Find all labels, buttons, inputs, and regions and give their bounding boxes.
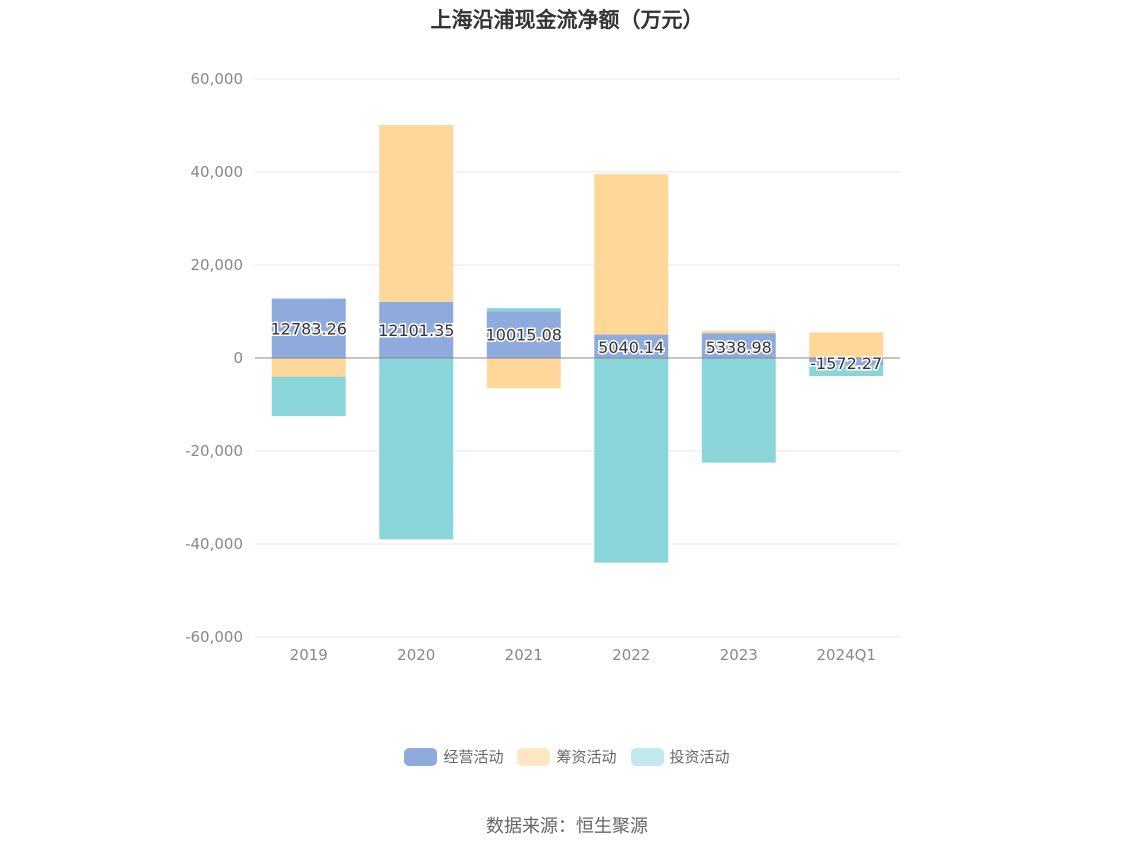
bar-investing-2021 [486, 308, 561, 312]
x-tick-label: 2019 [290, 646, 328, 664]
bar-investing-2022 [594, 358, 669, 563]
bar-operating-2022 [594, 334, 669, 358]
legend-label-financing: 筹资活动 [556, 748, 617, 766]
data-label: -1572.27 [810, 354, 882, 373]
x-tick-label: 2020 [397, 646, 435, 664]
bar-financing-2024Q1 [809, 332, 884, 358]
bar-operating-2021 [486, 311, 561, 358]
bar-financing-2021 [486, 358, 561, 389]
cash-flow-chart: 60,000 40,000 20,000 0 -20,000 -40,000 -60,000… [185, 70, 900, 664]
y-tick-label: 60,000 [191, 70, 244, 88]
bar-investing-2024Q1 [809, 365, 884, 377]
bar-financing-2023 [701, 330, 776, 334]
legend-item-operating[interactable]: 经营活动 [404, 746, 503, 767]
y-tick-label: -40,000 [185, 535, 243, 553]
x-tick-label: 2022 [612, 646, 650, 664]
bar-financing-2022 [594, 174, 669, 335]
data-label: 12101.35 [378, 321, 454, 340]
bar-financing-2020 [379, 125, 454, 302]
x-tick-label: 2024Q1 [816, 646, 876, 664]
legend-swatch-financing [517, 747, 551, 766]
legend-swatch-investing [630, 747, 664, 766]
y-tick-label: -20,000 [185, 442, 243, 460]
data-label: 5338.98 [706, 338, 772, 357]
y-tick-label: 20,000 [191, 256, 244, 274]
data-label: 5040.14 [598, 338, 664, 357]
legend: 经营活动 筹资活动 投资活动 [0, 746, 1134, 767]
y-tick-label: 0 [233, 349, 243, 367]
data-label: 12783.26 [271, 319, 347, 338]
bar-financing-2019 [271, 358, 346, 377]
bar-operating-2019 [271, 298, 346, 358]
bar-investing-2019 [271, 376, 346, 417]
data-label: 10015.08 [486, 326, 562, 345]
x-tick-label: 2021 [505, 646, 543, 664]
data-source: 数据来源：恒生聚源 [486, 816, 648, 837]
bar-investing-2023 [701, 358, 776, 463]
bar-operating-2023 [701, 333, 776, 358]
x-tick-label: 2023 [720, 646, 758, 664]
bar-operating-2020 [379, 301, 454, 358]
legend-label-operating: 经营活动 [443, 748, 504, 766]
legend-label-investing: 投资活动 [669, 748, 730, 766]
bar-operating-2024Q1 [809, 358, 884, 366]
legend-item-financing[interactable]: 筹资活动 [517, 746, 617, 767]
bar-investing-2020 [379, 358, 454, 540]
legend-item-investing[interactable]: 投资活动 [630, 746, 730, 767]
chart-title: 上海沿浦现金流净额（万元） [430, 8, 704, 32]
y-tick-label: -60,000 [185, 628, 243, 646]
y-tick-label: 40,000 [191, 163, 244, 181]
legend-swatch-operating [404, 747, 438, 766]
